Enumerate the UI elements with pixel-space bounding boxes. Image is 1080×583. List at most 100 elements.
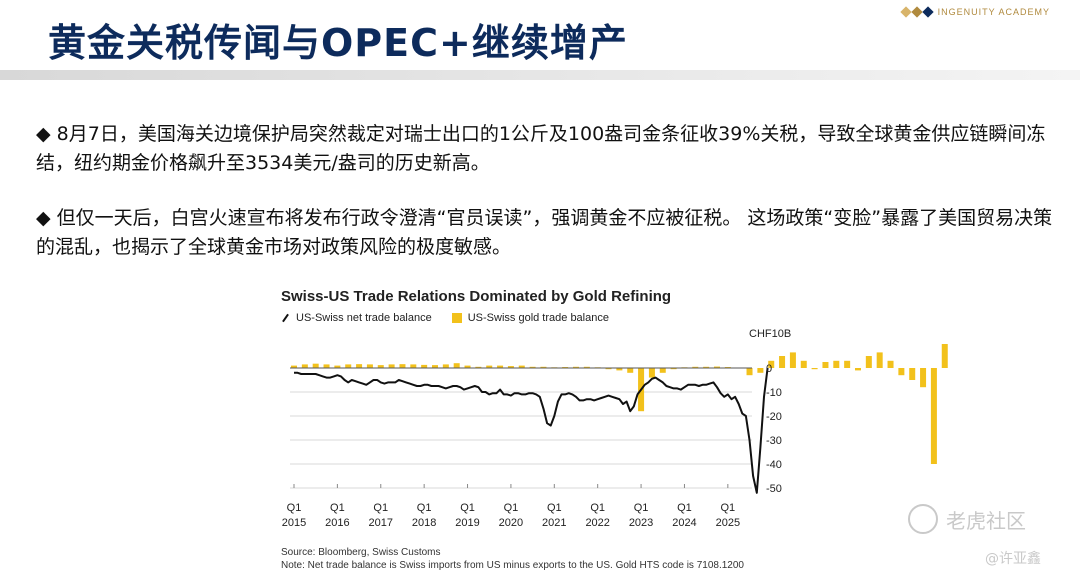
x-tick-label-year: 2021 xyxy=(542,517,566,529)
gold-bar xyxy=(627,368,634,373)
brand-name: INGENUITY ACADEMY xyxy=(937,7,1050,17)
brand-logo: INGENUITY ACADEMY xyxy=(899,6,1050,18)
watermark-logo-icon xyxy=(908,504,938,534)
x-tick-label-quarter: Q1 xyxy=(287,502,302,514)
gold-bar xyxy=(768,360,775,368)
gold-bar xyxy=(410,364,417,368)
gold-bar xyxy=(800,360,807,368)
x-tick-label-quarter: Q1 xyxy=(547,502,562,514)
gold-bar xyxy=(887,360,894,368)
x-tick-label-year: 2020 xyxy=(499,517,523,529)
gold-bar xyxy=(616,368,623,371)
gold-bar xyxy=(377,365,384,368)
gold-bar xyxy=(703,366,710,368)
gold-bar xyxy=(421,364,428,368)
gold-bar xyxy=(713,366,720,368)
legend-net-label: US-Swiss net trade balance xyxy=(296,312,432,324)
gold-bar xyxy=(659,368,666,373)
y-tick-label: -50 xyxy=(766,483,782,495)
x-tick-label-year: 2017 xyxy=(369,517,393,529)
gold-bar xyxy=(323,364,330,368)
x-tick-label-quarter: Q1 xyxy=(634,502,649,514)
gold-bar xyxy=(583,366,590,368)
y-tick-label: -30 xyxy=(766,435,782,447)
x-tick-label-year: 2024 xyxy=(672,517,696,529)
gold-bar xyxy=(920,368,927,388)
x-tick-label-year: 2023 xyxy=(629,517,653,529)
watermark-community-text: 老虎社区 xyxy=(946,508,1026,533)
x-tick-label-quarter: Q1 xyxy=(677,502,692,514)
chart-note-line: Note: Net trade balance is Swiss imports… xyxy=(281,560,744,571)
x-tick-label-year: 2015 xyxy=(282,517,306,529)
gold-bar xyxy=(334,365,341,368)
x-tick-label-quarter: Q1 xyxy=(373,502,388,514)
watermark-community: 老虎社区 xyxy=(908,504,1026,534)
gold-bar xyxy=(692,366,699,368)
x-tick-label-year: 2025 xyxy=(716,517,740,529)
chart-unit-label: CHF10B xyxy=(749,328,792,340)
gold-bar xyxy=(930,368,937,464)
net-trade-line xyxy=(294,367,769,494)
gold-bar xyxy=(898,368,905,376)
gold-bar xyxy=(833,360,840,368)
gold-bar xyxy=(301,364,308,368)
gold-bar xyxy=(844,360,851,368)
y-tick-label: -10 xyxy=(766,387,782,399)
x-tick-label-quarter: Q1 xyxy=(417,502,432,514)
header-divider xyxy=(0,70,1080,80)
gold-bar xyxy=(388,364,395,368)
x-tick-label-year: 2019 xyxy=(455,517,479,529)
x-tick-label-quarter: Q1 xyxy=(504,502,519,514)
gold-bar xyxy=(811,368,818,370)
gold-bar xyxy=(670,368,677,370)
gold-bar xyxy=(518,365,525,368)
chart-source: Source: Bloomberg, Swiss Customs Note: N… xyxy=(281,546,744,572)
x-tick-label-year: 2022 xyxy=(585,517,609,529)
gold-bar xyxy=(876,352,883,368)
gold-bar xyxy=(529,366,536,368)
gold-bar xyxy=(356,364,363,368)
gold-bar xyxy=(746,368,753,376)
x-tick-label-quarter: Q1 xyxy=(330,502,345,514)
gold-bar xyxy=(789,352,796,368)
gold-bar xyxy=(822,362,829,368)
gold-bar xyxy=(366,364,373,368)
chart-source-line: Source: Bloomberg, Swiss Customs xyxy=(281,547,441,558)
gold-bar xyxy=(475,366,482,368)
gold-bar xyxy=(453,363,460,368)
gold-bar xyxy=(464,365,471,368)
gold-bar xyxy=(941,344,948,368)
y-tick-label: 0 xyxy=(766,363,772,375)
x-tick-label-quarter: Q1 xyxy=(590,502,605,514)
legend-gold-label: US-Swiss gold trade balance xyxy=(467,312,609,324)
chart-title: Swiss-US Trade Relations Dominated by Go… xyxy=(281,288,672,305)
gold-bar xyxy=(854,368,861,371)
gold-bar xyxy=(572,366,579,368)
gold-bar xyxy=(291,365,297,368)
gold-bar xyxy=(442,364,449,368)
gold-bar xyxy=(648,368,655,378)
x-tick-label-quarter: Q1 xyxy=(720,502,735,514)
gold-bar xyxy=(486,365,493,368)
gold-bar xyxy=(865,356,872,368)
bullet-2: ◆ 但仅一天后，白宫火速宣布将发布行政令澄清“官员误读”，强调黄金不应被征税。 … xyxy=(36,207,1053,258)
page-title: 黄金关税传闻与OPEC+继续增产 xyxy=(48,21,628,65)
gold-bar xyxy=(540,366,547,368)
gold-bar xyxy=(909,368,916,380)
gold-bar xyxy=(431,365,438,368)
y-tick-label: -40 xyxy=(766,459,782,471)
legend-gold-icon xyxy=(451,313,462,323)
x-tick-label-quarter: Q1 xyxy=(460,502,475,514)
gold-bar xyxy=(497,365,504,368)
x-tick-label-year: 2018 xyxy=(412,517,436,529)
gold-bar xyxy=(605,368,612,370)
gold-bar xyxy=(507,366,514,368)
bullet-1: ◆ 8月7日，美国海关边境保护局突然裁定对瑞士出口的1公斤及100盎司金条征收3… xyxy=(36,123,1046,174)
x-tick-label-year: 2016 xyxy=(325,517,349,529)
y-tick-label: -20 xyxy=(766,411,782,423)
gold-bar xyxy=(312,363,319,368)
gold-bar xyxy=(399,364,406,368)
gold-bar xyxy=(757,368,764,373)
gold-bar xyxy=(779,356,786,368)
